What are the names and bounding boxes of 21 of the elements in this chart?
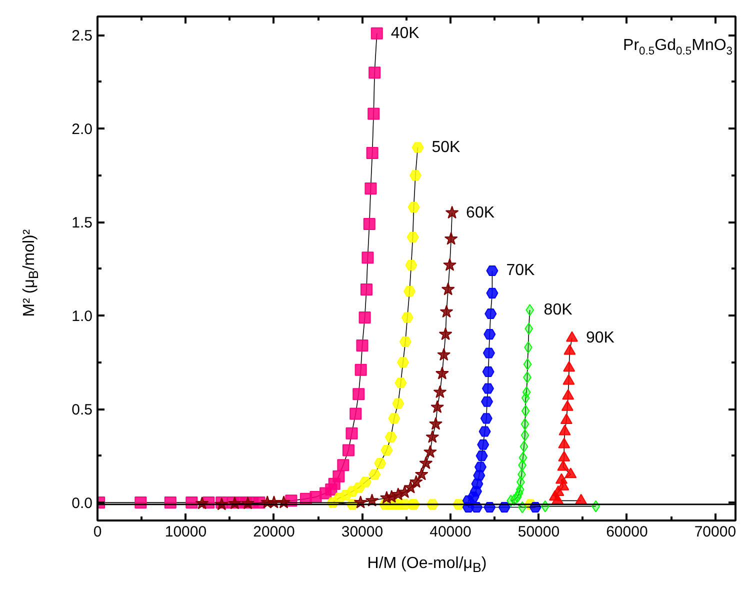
x-tick-label: 40000	[430, 524, 472, 540]
y-tick-label: 2.0	[72, 121, 93, 138]
annotation: 80K	[544, 302, 573, 318]
x-tick-label: 0	[93, 524, 102, 540]
x-tick-label: 50000	[518, 524, 560, 540]
annotation: 60K	[466, 204, 495, 222]
x-axis-title: H/M (Oe-mol/μ$_{B}$)	[367, 554, 487, 578]
x-tick-label: 30000	[341, 524, 384, 540]
y-tick-label: 1.0	[72, 308, 93, 326]
y-tick-label: 0.5	[72, 402, 93, 419]
annotation: 50K	[432, 138, 461, 156]
annotation: 40K	[390, 24, 420, 42]
x-tick-label: 60000	[606, 524, 648, 540]
annotation: 90K	[586, 330, 615, 347]
annotation: 70K	[506, 262, 536, 280]
y-tick-label: 0.0	[72, 495, 93, 512]
x-tick-label: 10000	[164, 524, 207, 540]
x-tick-label: 70000	[694, 524, 736, 540]
x-tick-label: 20000	[253, 524, 295, 540]
y-tick-label: 2.5	[72, 28, 93, 45]
y-tick-label: 1.5	[72, 214, 93, 232]
